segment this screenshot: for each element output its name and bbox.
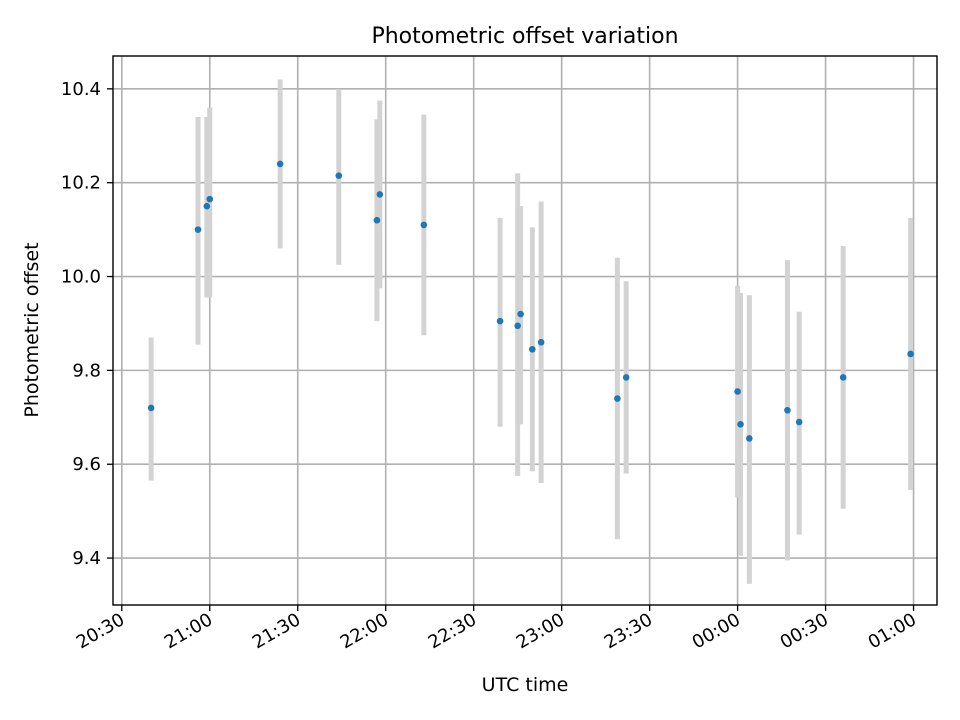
y-tick-label: 9.8 <box>72 360 101 381</box>
data-point <box>839 374 847 381</box>
data-point <box>373 216 381 224</box>
data-point <box>614 395 621 402</box>
errorbar-layer <box>148 79 914 584</box>
grid-layer <box>113 56 937 605</box>
data-point <box>194 226 202 233</box>
data-point <box>276 160 284 168</box>
y-axis-label: Photometric offset <box>21 242 43 417</box>
x-tick-label: 22:00 <box>337 609 392 653</box>
data-point <box>147 404 155 412</box>
x-tick-label: 01:00 <box>865 609 920 653</box>
data-point <box>203 202 211 210</box>
x-tick-label: 22:30 <box>425 609 480 653</box>
y-tick-label: 10.0 <box>61 267 101 288</box>
y-tick-label: 10.2 <box>61 173 101 194</box>
data-point <box>784 406 791 414</box>
data-point <box>529 345 536 353</box>
y-tick-label: 10.4 <box>61 79 101 100</box>
x-tick-label: 21:30 <box>249 609 304 653</box>
data-point <box>420 221 428 229</box>
data-point <box>746 435 753 442</box>
x-tick-label: 21:00 <box>161 609 216 653</box>
tick-layer: 20:30 21:00 21:30 22:00 22:30 23:00 23:30 00:00… <box>61 79 920 653</box>
y-tick-label: 9.6 <box>72 454 101 475</box>
data-point <box>737 421 744 428</box>
chart-title: Photometric offset variation <box>371 24 678 49</box>
data-point <box>795 418 803 426</box>
data-point <box>206 195 214 203</box>
data-point <box>514 322 521 330</box>
plot-frame <box>112 55 938 606</box>
data-point <box>496 317 504 325</box>
data-point <box>734 388 741 395</box>
x-tick-label: 23:30 <box>601 609 656 653</box>
x-tick-label: 00:00 <box>689 609 744 653</box>
data-point <box>517 310 524 318</box>
x-axis-label: UTC time <box>482 674 569 696</box>
data-point <box>537 338 545 346</box>
x-tick-label: 00:30 <box>777 609 832 653</box>
data-point <box>376 191 384 198</box>
y-tick-label: 9.4 <box>72 548 101 569</box>
data-point <box>907 350 914 358</box>
data-point <box>335 172 343 179</box>
x-tick-label: 23:00 <box>513 609 568 653</box>
x-tick-label: 20:30 <box>73 609 128 653</box>
data-point <box>622 374 630 381</box>
point-layer <box>147 160 914 442</box>
